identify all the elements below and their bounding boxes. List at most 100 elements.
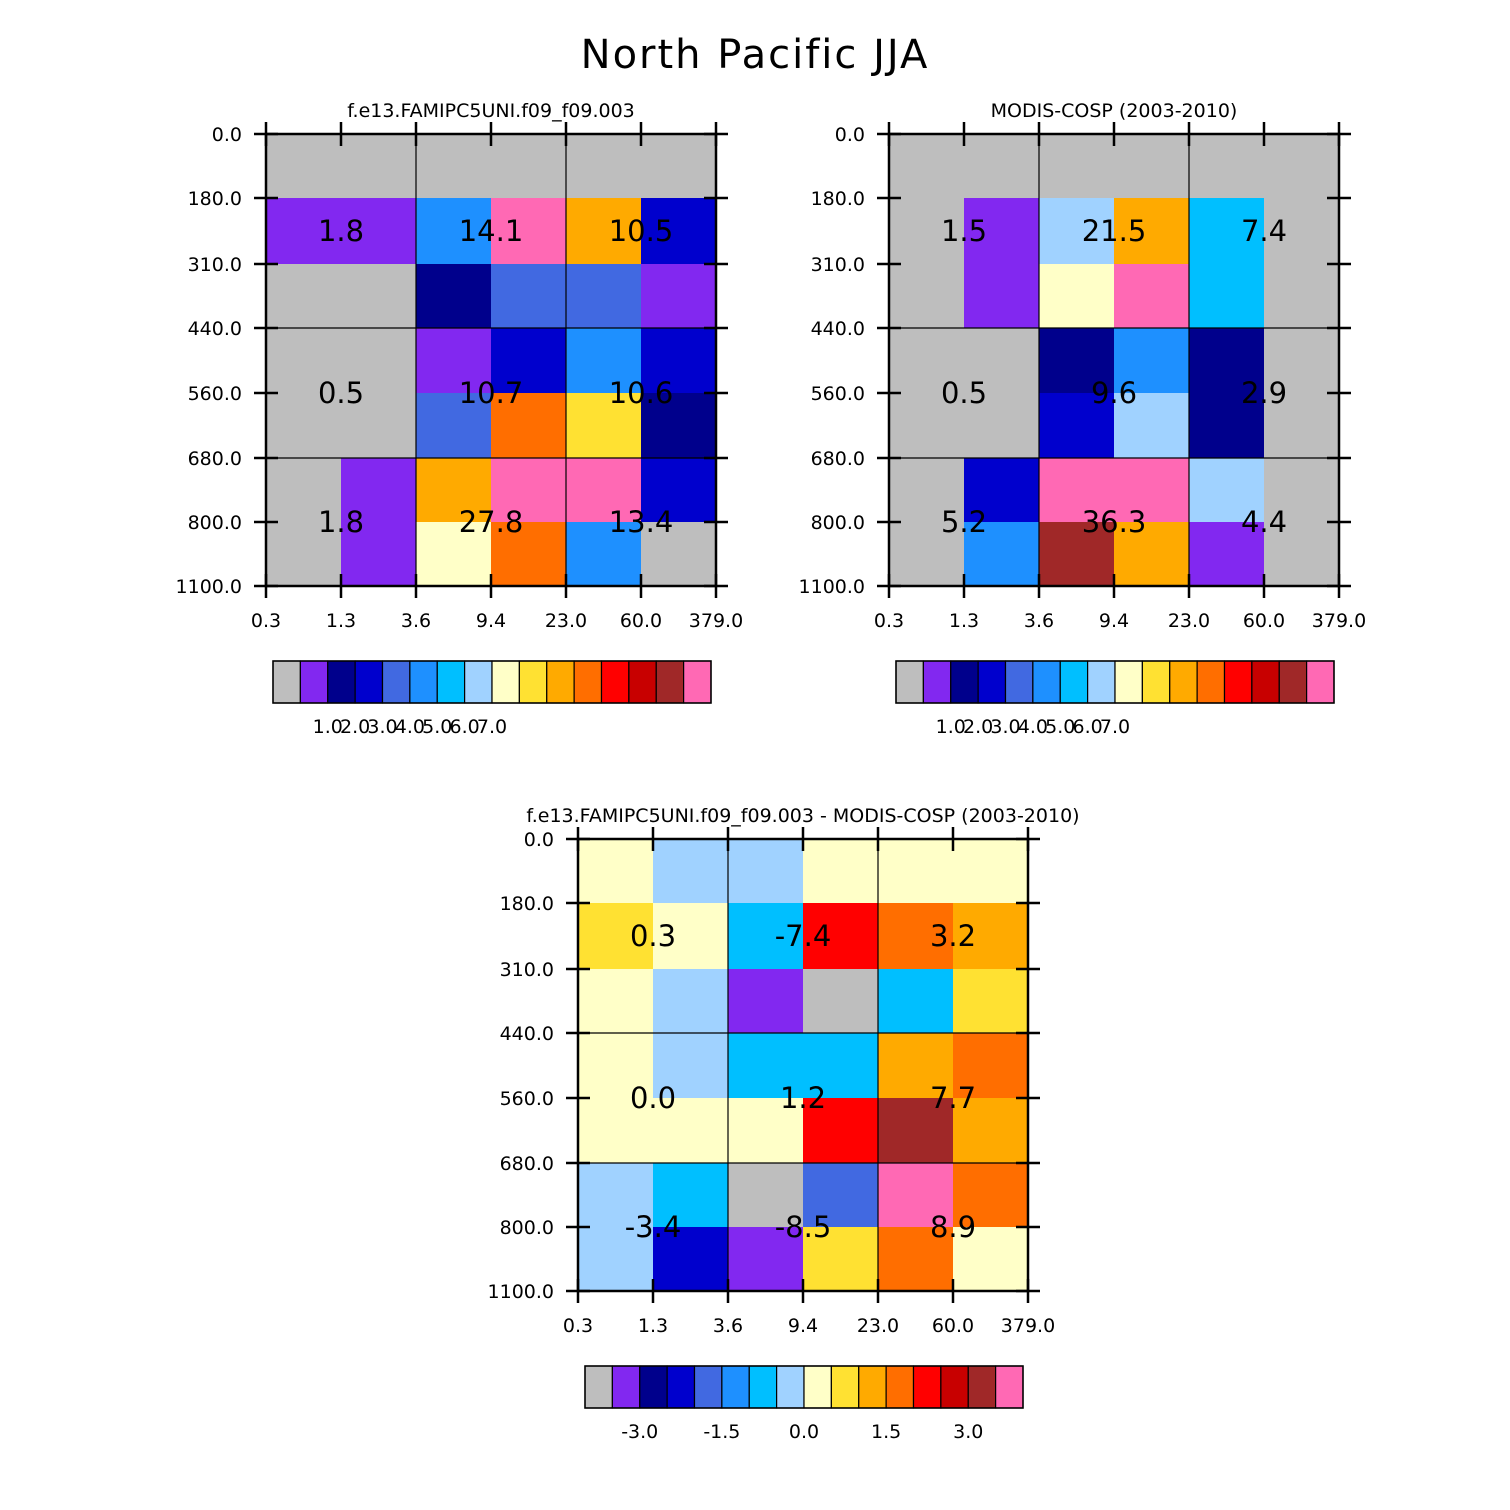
colorbar-swatch <box>272 660 301 704</box>
heatmap-cell <box>878 1098 954 1164</box>
colorbar-swatch <box>1114 660 1143 704</box>
colorbar-label: 3.0 <box>367 716 397 738</box>
heatmap-cell <box>1114 522 1190 587</box>
colorbar-swatch <box>628 660 657 704</box>
heatmap-cell <box>416 393 492 459</box>
box-value-label: 1.2 <box>780 1081 826 1115</box>
heatmap-cell <box>803 1227 879 1292</box>
colorbar-swatch <box>354 660 384 704</box>
colorbar-swatch <box>721 1365 750 1409</box>
heatmap-cell <box>878 839 954 904</box>
heatmap-cell <box>578 903 654 970</box>
y-tick-label: 1100.0 <box>799 576 865 598</box>
heatmap-cell <box>803 1098 879 1164</box>
heatmap-cell <box>266 134 342 199</box>
colorbar-swatch <box>600 660 630 704</box>
colorbar-swatch <box>830 1365 860 1409</box>
colorbar-swatch <box>1251 660 1280 704</box>
colorbar-label: 3.0 <box>953 1421 983 1443</box>
heatmap-cell <box>341 198 417 265</box>
heatmap-cell <box>889 328 965 394</box>
heatmap-cell <box>416 134 492 199</box>
heatmap-cell <box>416 198 492 265</box>
heatmap-cell <box>266 328 342 394</box>
panel-obs: MODIS-COSP (2003-2010) 1.5 21.5 7.4 0.5 9.6 2.… <box>799 100 1367 738</box>
colorbar-swatch <box>1059 660 1089 704</box>
heatmap-cell <box>728 903 804 970</box>
heatmap-cell <box>653 1098 729 1164</box>
box-value-label: 1.5 <box>941 214 987 248</box>
heatmap-cell <box>566 522 642 587</box>
box-value-label: 9.6 <box>1091 376 1137 410</box>
box-value-label: 21.5 <box>1082 214 1147 248</box>
colorbar-swatch <box>327 660 356 704</box>
heatmap-cell <box>1039 458 1115 523</box>
colorbar-frame <box>272 660 712 704</box>
colorbar-label: 1.5 <box>871 1421 901 1443</box>
heatmap-cell <box>641 264 717 329</box>
colorbar-swatch <box>409 660 438 704</box>
colorbar-swatch <box>436 660 466 704</box>
colorbar-swatch <box>967 1365 997 1409</box>
colorbar-swatch <box>693 1365 723 1409</box>
box-value-label: 0.0 <box>630 1081 676 1115</box>
heatmap-cell <box>1039 198 1115 265</box>
colorbar-swatch <box>803 1365 832 1409</box>
heatmap-cell <box>889 198 965 265</box>
y-tick-label: 0.0 <box>524 829 554 851</box>
y-tick-label: 0.0 <box>835 124 865 146</box>
heatmap-cell <box>728 839 804 904</box>
heatmap-cell <box>341 393 417 459</box>
colorbar-label: 7.0 <box>477 716 507 738</box>
box-value-label: 10.7 <box>459 376 524 410</box>
heatmap-cell <box>889 458 965 523</box>
colorbar-swatch <box>885 1365 915 1409</box>
x-tick-label: 379.0 <box>1312 610 1366 632</box>
box-value-label: 3.2 <box>930 919 976 953</box>
x-tick-label: 379.0 <box>689 610 743 632</box>
heatmap-cell <box>803 1163 879 1228</box>
heatmap-cell <box>1114 328 1190 394</box>
colorbar-swatch <box>666 1365 696 1409</box>
colorbar-swatch <box>611 1365 641 1409</box>
colorbar-swatch <box>584 1365 613 1409</box>
heatmap-cell <box>578 839 654 904</box>
colorbar-label: 3.0 <box>990 716 1020 738</box>
panel-title: f.e13.FAMIPC5UNI.f09_f09.003 <box>347 100 635 122</box>
heatmap-cell <box>266 198 342 265</box>
colorbar-swatch <box>518 660 548 704</box>
heatmap-cell <box>1114 458 1190 523</box>
heatmap-cell <box>1264 522 1340 587</box>
heatmap-cell <box>878 969 954 1034</box>
heatmap-cell <box>578 969 654 1034</box>
box-value-label: 1.8 <box>318 505 364 539</box>
heatmap-cell <box>728 969 804 1034</box>
x-tick-label: 60.0 <box>1243 610 1285 632</box>
box-value-label: 10.6 <box>609 376 674 410</box>
colorbar-swatch <box>977 660 1007 704</box>
y-tick-label: 560.0 <box>811 383 865 405</box>
colorbar-swatch <box>940 1365 969 1409</box>
heatmap-cell <box>1189 458 1265 523</box>
colorbar-label: 5.0 <box>1045 716 1075 738</box>
heatmap-cell <box>1039 134 1115 199</box>
heatmap-cell <box>1039 393 1115 459</box>
heatmap-cell <box>964 458 1040 523</box>
x-tick-label: 1.3 <box>949 610 979 632</box>
heatmap-cell <box>653 1227 729 1292</box>
box-value-label: 5.2 <box>941 505 987 539</box>
heatmap-cell <box>566 328 642 394</box>
x-tick-label: 23.0 <box>1168 610 1210 632</box>
x-tick-label: 9.4 <box>1099 610 1129 632</box>
x-tick-label: 379.0 <box>1001 1315 1055 1337</box>
heatmap-cell <box>803 903 879 970</box>
box-value-label: 7.7 <box>930 1081 976 1115</box>
colorbar-swatch <box>1004 660 1034 704</box>
colorbar-swatch <box>995 1365 1024 1409</box>
heatmap-cell <box>491 522 567 587</box>
heatmap-cell <box>953 839 1029 904</box>
heatmap-cell <box>641 134 717 199</box>
heatmap-cell <box>566 134 642 199</box>
panel-diff: f.e13.FAMIPC5UNI.f09_f09.003 - MODIS-COS… <box>488 805 1080 1443</box>
colorbar-swatch <box>464 660 493 704</box>
